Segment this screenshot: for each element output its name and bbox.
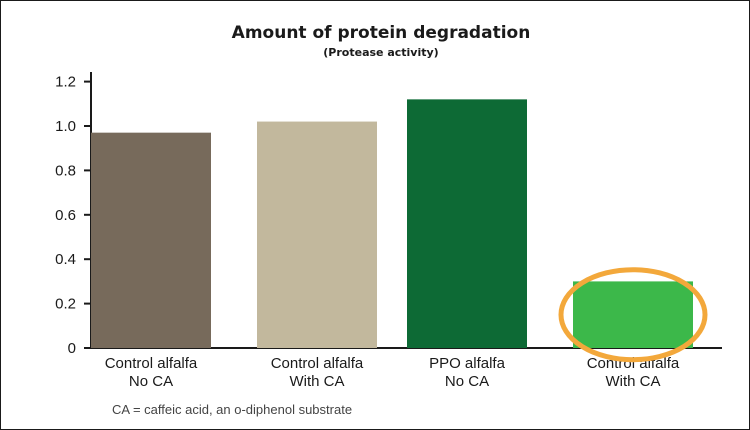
- bar-1: [91, 132, 211, 348]
- highlight-ellipse: [558, 267, 708, 363]
- category-label: Control alfalfa: [271, 355, 364, 372]
- y-tick-label: 0.6: [55, 207, 76, 224]
- category-label: With CA: [289, 373, 344, 390]
- category-label: With CA: [605, 373, 660, 390]
- y-tick-label: 1.0: [55, 118, 76, 135]
- y-tick-label: 0.2: [55, 296, 76, 313]
- category-label: PPO alfalfa: [429, 355, 506, 372]
- y-tick-label: 0.4: [55, 251, 76, 268]
- category-label: No CA: [129, 373, 173, 390]
- y-ticks: 0 0.2 0.4 0.6 0.8 1.0 1.2: [55, 74, 91, 357]
- chart-subtitle: (Protease activity): [323, 46, 438, 59]
- category-label: No CA: [445, 373, 489, 390]
- footnote: CA = caffeic acid, an o-diphenol substra…: [112, 402, 352, 417]
- y-tick-label: 0: [68, 340, 76, 357]
- bar-2: [257, 121, 377, 348]
- y-tick-label: 1.2: [55, 74, 76, 91]
- bar-4: [573, 281, 693, 348]
- chart-title: Amount of protein degradation: [232, 23, 531, 43]
- bars: [91, 99, 693, 348]
- category-label: Control alfalfa: [105, 355, 198, 372]
- bar-3: [407, 99, 527, 348]
- y-tick-label: 0.8: [55, 162, 76, 179]
